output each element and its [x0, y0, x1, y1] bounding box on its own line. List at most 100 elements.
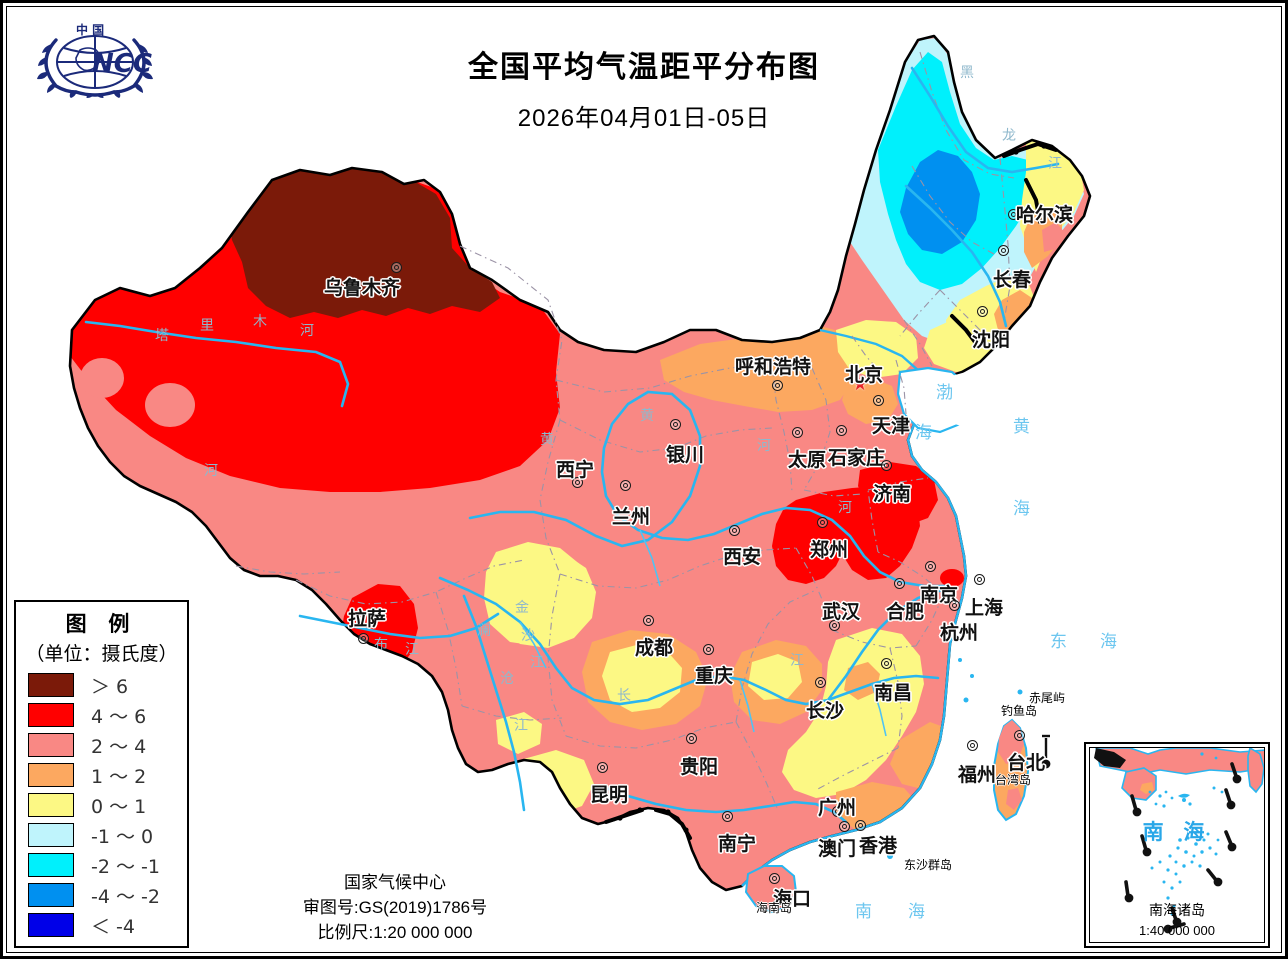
city-marker-icon	[722, 811, 733, 822]
city-marker-icon	[597, 762, 608, 773]
legend-row: -4 ～ -2	[16, 880, 187, 910]
geo-label: 沧	[500, 670, 514, 686]
city-label: 南昌	[874, 678, 912, 705]
geo-label: 河	[300, 322, 314, 338]
city-marker-icon	[967, 740, 978, 751]
logo-acronym: NCC	[92, 49, 152, 79]
geo-label: 钓鱼岛	[1001, 704, 1038, 718]
legend-row: 2 ～ 4	[16, 730, 187, 760]
geo-label: 黄	[1013, 417, 1032, 436]
credits-scale: 比例尺:1:20 000 000	[317, 923, 473, 942]
city-marker-icon	[839, 821, 850, 832]
geo-label: 东	[1050, 632, 1069, 651]
city-label: 南宁	[718, 829, 756, 856]
city-name: 台北	[1007, 753, 1046, 774]
city-marker-icon	[1014, 730, 1025, 741]
city-label: 重庆	[695, 661, 733, 688]
legend-swatch	[28, 853, 74, 877]
city-marker-icon	[572, 477, 583, 488]
city-marker-icon	[998, 245, 1009, 256]
inset-sea-label: 南 海	[1142, 821, 1212, 844]
city-label: 台北	[1007, 748, 1045, 775]
city-marker-icon	[974, 574, 985, 585]
city-name: 沈阳	[972, 330, 1011, 351]
city-label: 海口	[773, 884, 811, 911]
city-name: 昆明	[590, 785, 629, 806]
city-name: 银川	[666, 445, 705, 466]
city-name: 郑州	[810, 540, 849, 561]
legend-row: -1 ～ 0	[16, 820, 187, 850]
city-label: 杭州	[940, 618, 978, 645]
legend-label: 4 ～ 6	[91, 705, 147, 728]
geo-label: 海	[915, 423, 934, 442]
city-marker-icon	[817, 517, 828, 528]
city-marker-icon	[792, 427, 803, 438]
legend-panel: 图 例 （单位：摄氏度） ＞ 6 4 ～ 6 2 ～ 4 1 ～ 2 0 ～ 1 -1 ～…	[14, 600, 189, 948]
geo-label: 台湾岛	[995, 773, 1032, 787]
city-marker-icon	[769, 873, 780, 884]
city-name: 海口	[773, 889, 812, 910]
city-name: 乌鲁木齐	[324, 278, 401, 299]
city-marker-icon	[855, 820, 866, 831]
city-label: 济南	[873, 479, 911, 506]
legend-rows: ＞ 6 4 ～ 6 2 ～ 4 1 ～ 2 0 ～ 1 -1 ～ 0 -2 ～ -1 -4 ～…	[16, 670, 187, 940]
legend-unit: （单位：摄氏度）	[25, 644, 178, 665]
credits-approval: 审图号:GS(2019)1786号	[302, 898, 488, 917]
city-label: 香港	[859, 831, 897, 858]
geo-label: 龙	[1002, 127, 1016, 143]
geo-label: 海南岛	[756, 901, 793, 915]
inset-scale-label: 1:40 000 000	[1139, 923, 1215, 938]
legend-swatch	[28, 673, 74, 697]
city-name: 武汉	[822, 602, 861, 623]
credits-org: 国家气候中心	[344, 873, 446, 892]
legend-label: ＜ -4	[91, 915, 135, 938]
city-label: 哈尔滨	[1016, 200, 1073, 227]
legend-swatch	[28, 883, 74, 907]
city-marker-icon	[686, 733, 697, 744]
city-marker-icon	[670, 419, 681, 430]
legend-row: 4 ～ 6	[16, 700, 187, 730]
geo-label: 渤	[936, 383, 955, 402]
city-label: 南京	[920, 580, 958, 607]
legend-swatch	[28, 763, 74, 787]
city-name: 成都	[635, 638, 674, 659]
city-label: 上海	[965, 593, 1003, 620]
legend-swatch	[28, 733, 74, 757]
city-marker-icon	[925, 561, 936, 572]
legend-title: 图 例	[65, 613, 138, 636]
geo-label: 海	[1100, 632, 1119, 651]
city-marker-icon	[703, 644, 714, 655]
city-label: 长春	[993, 265, 1031, 292]
geo-label: 金	[515, 599, 529, 615]
city-label: 澳门	[818, 834, 856, 861]
legend-row: 1 ～ 2	[16, 760, 187, 790]
geo-label: 木	[253, 313, 267, 329]
geo-label: 河	[838, 499, 852, 515]
city-label: 天津	[872, 411, 910, 438]
legend-label: -1 ～ 0	[91, 825, 154, 848]
city-marker-icon	[977, 306, 988, 317]
geo-label: 里	[200, 317, 214, 333]
city-name: 天津	[872, 416, 911, 437]
legend-label: -4 ～ -2	[91, 885, 160, 908]
legend-label: ＞ 6	[91, 675, 129, 698]
city-name: 澳门	[818, 839, 857, 860]
city-label: 北京	[845, 360, 883, 387]
geo-label: 长	[617, 687, 631, 703]
page-subtitle: 2026年04月01日-05日	[517, 105, 771, 132]
city-name: 南宁	[718, 834, 757, 855]
legend-swatch	[28, 793, 74, 817]
city-name: 重庆	[695, 666, 734, 687]
legend-label: 0 ～ 1	[91, 795, 147, 818]
logo-top-text: 中 国	[76, 22, 104, 37]
city-marker-icon	[815, 677, 826, 688]
geo-label: 河	[757, 437, 771, 453]
city-marker-icon	[836, 425, 847, 436]
city-marker-icon	[1008, 209, 1019, 220]
geo-label: 东沙群岛	[904, 858, 953, 872]
legend-swatch	[28, 823, 74, 847]
geo-label: 黄	[640, 407, 654, 423]
city-name: 南昌	[874, 683, 913, 704]
geo-label: 海	[1013, 499, 1032, 518]
legend-row: ＞ 6	[16, 670, 187, 700]
